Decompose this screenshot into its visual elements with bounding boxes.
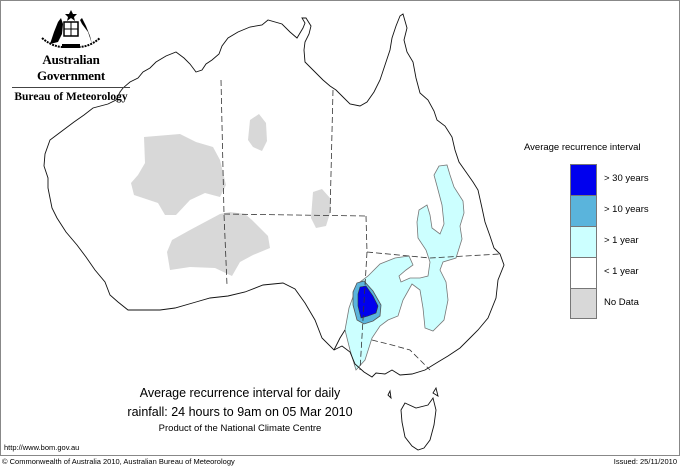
recurrence-gt-30-years (357, 285, 379, 319)
legend-label: No Data (604, 297, 639, 308)
legend-swatch (570, 195, 597, 226)
legend-label: > 10 years (604, 204, 649, 215)
recurrence-gt-1-year (344, 164, 465, 371)
coastline (43, 13, 505, 451)
coat-of-arms-icon (41, 10, 101, 48)
agency-name: Bureau of Meteorology (14, 91, 128, 103)
logo-divider (12, 87, 130, 88)
map-title-line2: rainfall: 24 hours to 9am on 05 Mar 2010 (127, 405, 353, 419)
legend-label: < 1 year (604, 266, 639, 277)
state-borders (220, 79, 501, 371)
legend-swatch (570, 164, 597, 195)
map-title-line1: Average recurrence interval for daily (139, 386, 341, 400)
legend-label: > 30 years (604, 173, 649, 184)
no-data-regions (131, 114, 331, 276)
map-subtitle: Product of the National Climate Centre (158, 423, 322, 434)
copyright-text: © Commonwealth of Australia 2010, Austra… (2, 457, 235, 466)
issued-date: Issued: 25/11/2010 (613, 457, 677, 466)
legend-swatch (570, 288, 597, 319)
org-name: Australian Government (36, 52, 106, 83)
legend-swatch (570, 257, 597, 288)
agency-logo: Australian Government Bureau of Meteorol… (8, 8, 134, 103)
website-link[interactable]: http://www.bom.gov.au (4, 443, 80, 452)
legend-title: Average recurrence interval (524, 142, 641, 153)
legend-label: > 1 year (604, 235, 639, 246)
legend-swatch (570, 226, 597, 257)
